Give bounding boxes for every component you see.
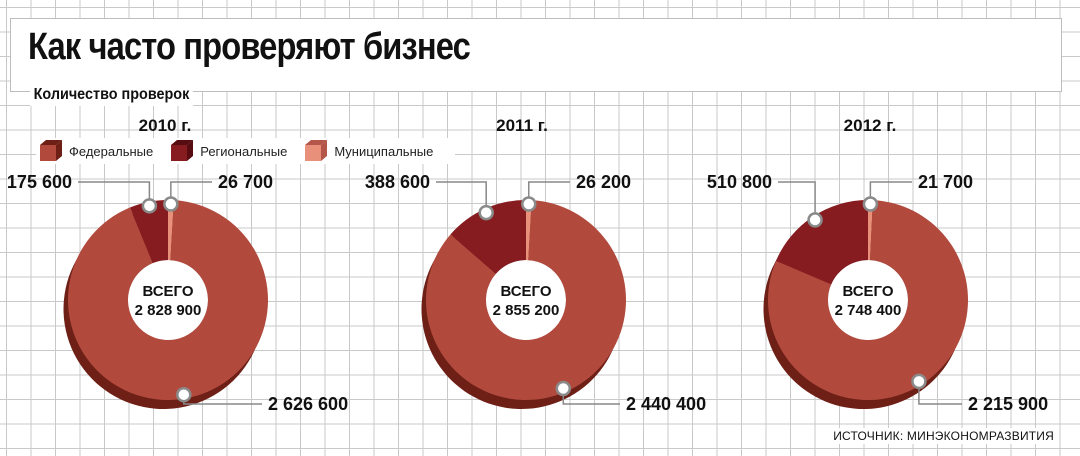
callout-marker-municipal <box>521 196 537 212</box>
callout-marker-federal <box>555 380 572 397</box>
chart-year-label: 2010 г. <box>139 116 192 135</box>
value-label-federal: 2 440 400 <box>626 394 706 414</box>
callout-marker-federal <box>176 386 192 403</box>
callout-marker-regional <box>141 198 158 214</box>
callout-line-regional <box>436 181 487 213</box>
donut-slice-municipal <box>868 200 873 261</box>
legend-label-municipal: Муниципальные <box>334 143 434 159</box>
callout-marker-municipal <box>163 196 179 212</box>
donut-slice-regional <box>776 200 868 285</box>
donut-hole-mask <box>828 260 908 340</box>
donut-hole-mask <box>486 260 566 340</box>
chart-year-label: 2011 г. <box>496 116 548 135</box>
legend-swatch-municipal <box>305 140 328 161</box>
donut-total-value: 2 855 200 <box>493 302 560 319</box>
donut-chart-2: 2011 г. ВСЕГО 2 855 200 388 600 26 200 2 440 … <box>365 116 706 414</box>
value-label-federal: 2 215 900 <box>968 394 1048 414</box>
donut-slice-regional <box>450 200 526 274</box>
callout-marker-federal <box>911 373 927 390</box>
donut-total-caption: ВСЕГО <box>842 283 893 300</box>
legend-item-regional: Региональные <box>171 140 287 162</box>
donut-total-value: 2 828 900 <box>135 302 202 319</box>
value-label-municipal: 26 200 <box>576 172 631 192</box>
legend-label-regional: Региональные <box>200 143 288 159</box>
donut-total-value: 2 748 400 <box>835 302 902 319</box>
donut-slice-municipal <box>168 200 174 261</box>
donut-chart-3: 2012 г. ВСЕГО 2 748 400 510 800 21 700 2 215 … <box>707 116 1048 414</box>
callout-marker-regional <box>478 204 494 221</box>
donut-slice-federal <box>768 200 969 400</box>
source-note: ИСТОЧНИК: МИНЭКОНОМРАЗВИТИЯ <box>829 428 1058 444</box>
donut-slice-municipal <box>526 200 532 261</box>
callout-marker-regional <box>807 212 823 228</box>
donut-slice-federal <box>67 200 268 401</box>
chart-year-label: 2012 г. <box>844 116 897 135</box>
legend-item-municipal: Муниципальные <box>305 140 433 162</box>
value-label-regional: 175 600 <box>7 172 72 192</box>
legend-label-federal: Федеральные <box>69 143 154 159</box>
legend-swatch-regional <box>171 140 194 161</box>
chart-subtitle: Количество проверок <box>30 84 193 106</box>
value-label-federal: 2 626 600 <box>268 394 348 414</box>
page-title: Как часто проверяют бизнес <box>28 26 471 68</box>
donut-slice-regional <box>129 200 168 264</box>
callout-line-regional <box>78 181 151 206</box>
callout-marker-municipal <box>862 196 879 212</box>
donut-slice-federal <box>425 200 626 401</box>
value-label-municipal: 21 700 <box>918 172 973 192</box>
value-label-regional: 388 600 <box>365 172 430 192</box>
donut-chart-1: 2010 г. ВСЕГО 2 828 900 175 600 26 700 2 626 … <box>7 116 348 414</box>
donut-total-caption: ВСЕГО <box>142 283 193 300</box>
callout-line-regional <box>778 181 816 220</box>
legend: Федеральные Региональные Муниципальные <box>36 138 456 164</box>
value-label-municipal: 26 700 <box>218 172 273 192</box>
donut-hole-mask <box>128 260 208 340</box>
legend-item-federal: Федеральные <box>40 140 153 162</box>
donut-total-caption: ВСЕГО <box>500 283 551 300</box>
value-label-regional: 510 800 <box>707 172 772 192</box>
title-band <box>10 18 1062 92</box>
legend-swatch-federal <box>40 140 62 161</box>
